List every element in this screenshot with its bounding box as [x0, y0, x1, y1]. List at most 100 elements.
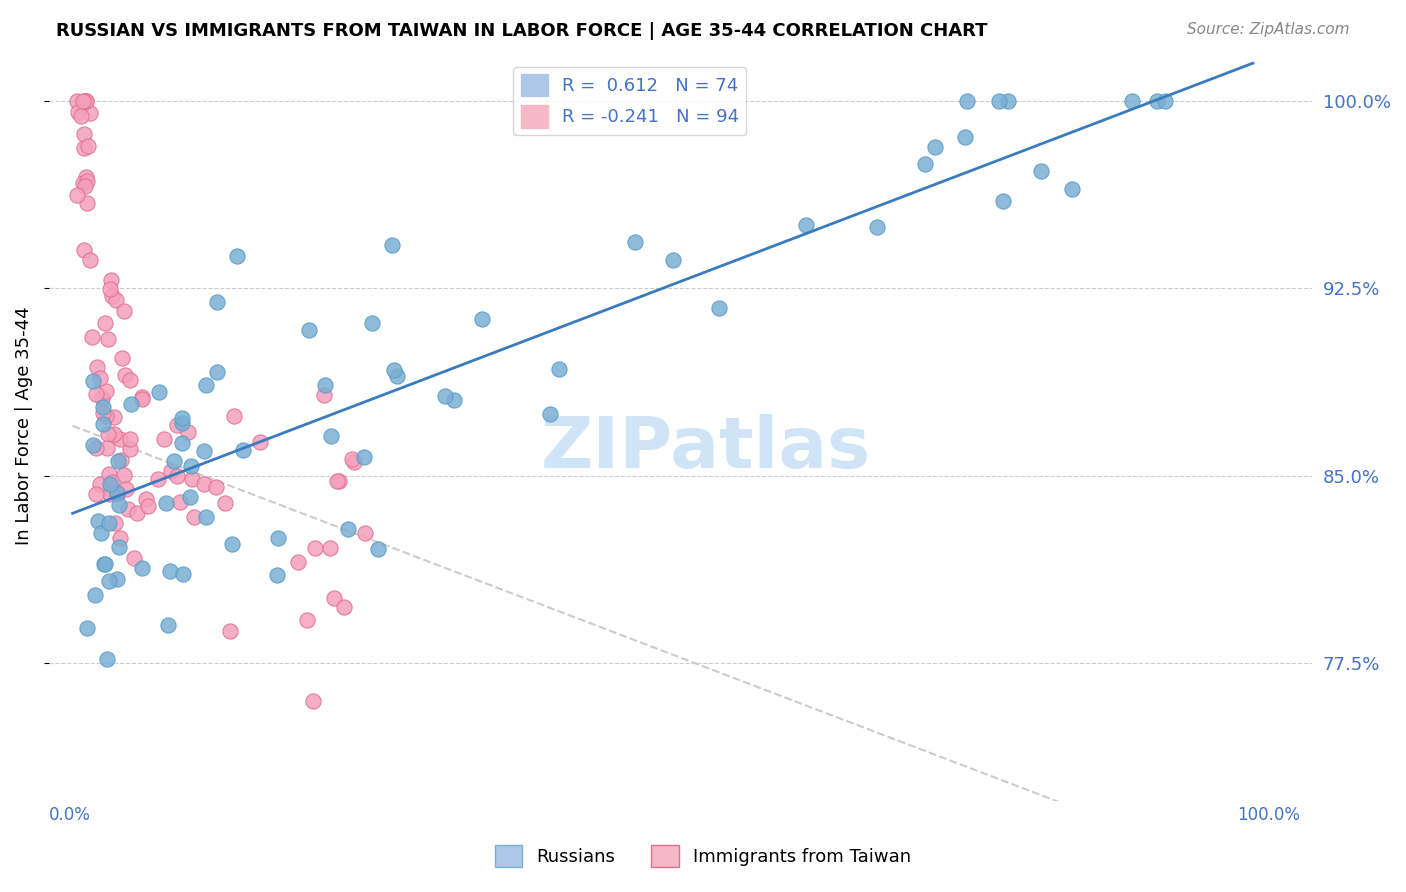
Point	[103, 516, 125, 530]
Point	[266, 568, 288, 582]
Y-axis label: In Labor Force | Age 35-44: In Labor Force | Age 35-44	[15, 307, 32, 545]
Point	[89, 477, 111, 491]
Point	[381, 237, 404, 252]
Point	[76, 196, 98, 211]
Point	[75, 94, 97, 108]
Point	[94, 316, 117, 330]
Point	[298, 323, 321, 337]
Point	[114, 368, 136, 382]
Point	[98, 282, 121, 296]
Point	[433, 389, 456, 403]
Point	[131, 561, 153, 575]
Point	[98, 467, 121, 481]
Point	[73, 179, 96, 194]
Point	[353, 450, 375, 465]
Point	[101, 475, 124, 490]
Text: ZIPatlas: ZIPatlas	[541, 414, 870, 483]
Point	[214, 496, 236, 510]
Point	[70, 109, 93, 123]
Point	[343, 455, 366, 469]
Point	[100, 477, 122, 491]
Point	[997, 94, 1019, 108]
Point	[107, 485, 129, 500]
Point	[100, 482, 122, 496]
Point	[72, 128, 94, 142]
Point	[103, 409, 125, 424]
Point	[124, 551, 146, 566]
Point	[91, 406, 114, 420]
Point	[96, 384, 118, 398]
Point	[93, 557, 115, 571]
Point	[73, 141, 96, 155]
Text: 100.0%: 100.0%	[1237, 805, 1301, 824]
Point	[91, 401, 114, 415]
Point	[73, 243, 96, 257]
Point	[105, 572, 128, 586]
Point	[170, 411, 193, 425]
Point	[1146, 94, 1168, 108]
Text: Source: ZipAtlas.com: Source: ZipAtlas.com	[1187, 22, 1350, 37]
Point	[110, 531, 132, 545]
Point	[183, 509, 205, 524]
Point	[75, 94, 97, 108]
Point	[471, 312, 494, 326]
Point	[91, 417, 114, 431]
Point	[100, 272, 122, 286]
Text: RUSSIAN VS IMMIGRANTS FROM TAIWAN IN LABOR FORCE | AGE 35-44 CORRELATION CHART: RUSSIAN VS IMMIGRANTS FROM TAIWAN IN LAB…	[56, 22, 988, 40]
Point	[96, 652, 118, 666]
Point	[98, 487, 121, 501]
Point	[319, 428, 342, 442]
Point	[91, 391, 114, 405]
Point	[79, 106, 101, 120]
Point	[96, 441, 118, 455]
Point	[287, 555, 309, 569]
Point	[157, 618, 180, 632]
Point	[117, 502, 139, 516]
Point	[152, 432, 174, 446]
Point	[146, 472, 169, 486]
Point	[548, 362, 571, 376]
Point	[112, 304, 135, 318]
Point	[84, 487, 107, 501]
Point	[170, 417, 193, 431]
Point	[169, 495, 191, 509]
Point	[101, 288, 124, 302]
Point	[66, 187, 89, 202]
Point	[205, 294, 228, 309]
Point	[302, 694, 325, 708]
Point	[249, 434, 271, 449]
Point	[219, 624, 242, 638]
Point	[367, 541, 389, 556]
Point	[385, 369, 408, 384]
Point	[443, 392, 465, 407]
Point	[105, 293, 128, 307]
Point	[89, 370, 111, 384]
Point	[924, 140, 946, 154]
Point	[166, 418, 188, 433]
Point	[120, 397, 142, 411]
Point	[134, 492, 156, 507]
Point	[107, 453, 129, 467]
Point	[177, 425, 200, 439]
Point	[110, 351, 132, 365]
Point	[988, 94, 1011, 108]
Point	[180, 458, 202, 473]
Point	[195, 378, 218, 392]
Point	[1029, 163, 1052, 178]
Point	[226, 249, 249, 263]
Legend: Russians, Immigrants from Taiwan: Russians, Immigrants from Taiwan	[488, 838, 918, 874]
Point	[105, 486, 128, 500]
Point	[1121, 94, 1143, 108]
Point	[72, 94, 94, 108]
Point	[84, 387, 107, 401]
Point	[72, 176, 94, 190]
Point	[180, 472, 202, 486]
Point	[155, 496, 177, 510]
Point	[118, 442, 141, 456]
Point	[179, 490, 201, 504]
Point	[131, 390, 153, 404]
Point	[110, 452, 132, 467]
Point	[108, 540, 131, 554]
Point	[67, 104, 90, 119]
Point	[333, 600, 356, 615]
